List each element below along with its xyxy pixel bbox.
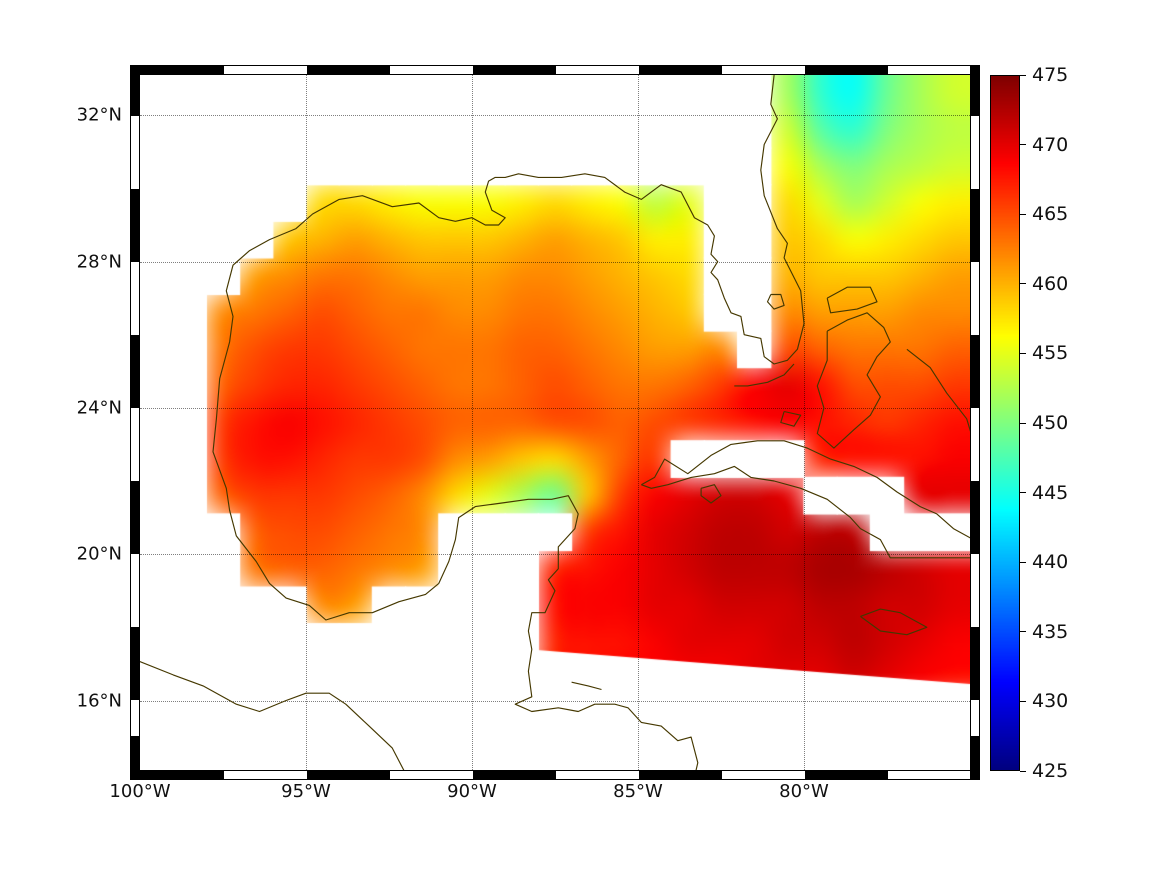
colorbar-tick-label: 465 [1032, 203, 1069, 226]
colorbar-tick-label: 430 [1032, 690, 1069, 713]
y-tick-label: 24°N [76, 397, 122, 419]
x-tick-label: 85°W [613, 781, 663, 802]
colorbar-tick [1020, 213, 1026, 215]
colorbar-tick-label: 460 [1032, 272, 1069, 295]
map-frame-top [130, 65, 980, 75]
map-frame-corner [130, 770, 140, 780]
map-plot [130, 65, 980, 780]
colorbar-tick [1020, 422, 1026, 424]
map-frame-left [130, 75, 140, 770]
y-tick-label: 20°N [76, 543, 122, 565]
colorbar-tick [1020, 74, 1026, 76]
colorbar-tick [1020, 631, 1026, 633]
x-tick-label: 80°W [779, 781, 829, 802]
colorbar-tick [1020, 352, 1026, 354]
x-tick-label: 95°W [281, 781, 331, 802]
colorbar-tick-label: 425 [1032, 760, 1069, 782]
map-frame-right [970, 75, 980, 770]
heatmap-canvas [140, 75, 970, 770]
colorbar-tick-label: 445 [1032, 481, 1069, 504]
colorbar [990, 75, 1020, 771]
map-frame-corner [970, 770, 980, 780]
map-frame-bottom [130, 770, 980, 780]
map-frame-corner [130, 65, 140, 75]
colorbar-tick-label: 455 [1032, 342, 1069, 365]
colorbar-tick-label: 450 [1032, 412, 1069, 434]
colorbar-tick [1020, 770, 1026, 772]
y-tick-label: 28°N [76, 251, 122, 273]
colorbar-tick-label: 475 [1032, 64, 1069, 86]
colorbar-tick-label: 435 [1032, 620, 1069, 643]
colorbar-tick [1020, 492, 1026, 494]
colorbar-gradient [991, 76, 1019, 770]
x-tick-label: 90°W [447, 781, 497, 802]
colorbar-tick-label: 440 [1032, 551, 1069, 574]
colorbar-tick [1020, 700, 1026, 702]
y-tick-label: 16°N [76, 690, 122, 711]
colorbar-tick [1020, 283, 1026, 285]
x-tick-label: 100°W [109, 781, 171, 802]
colorbar-tick [1020, 561, 1026, 563]
colorbar-tick [1020, 144, 1026, 146]
y-tick-label: 32°N [76, 104, 122, 126]
map-frame-corner [970, 65, 980, 75]
colorbar-tick-label: 470 [1032, 133, 1069, 156]
